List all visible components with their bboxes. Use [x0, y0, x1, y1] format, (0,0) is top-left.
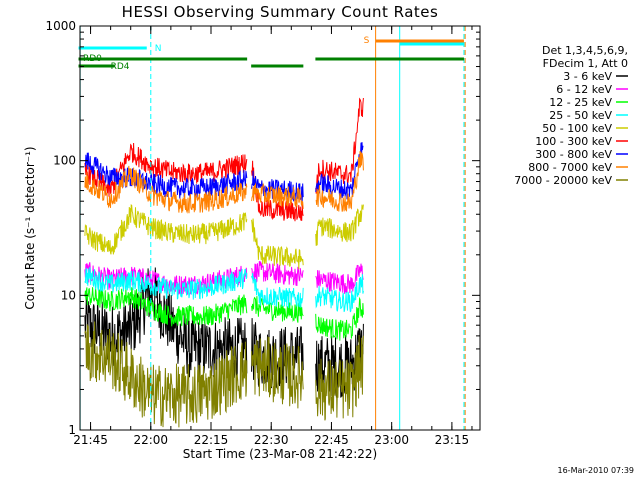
legend-label-2: 6 - 12 keV — [556, 83, 612, 96]
legend-label-4: 25 - 50 keV — [549, 109, 612, 122]
x-tick-label-3: 22:15 — [194, 433, 229, 447]
y-axis-label: Count Rate (s⁻¹ detector⁻¹) — [23, 146, 37, 309]
series-line-8-seg-2 — [251, 182, 304, 209]
timestamp: 16-Mar-2010 07:39 — [557, 466, 635, 475]
series-line-1-seg-3 — [315, 323, 364, 398]
series-line-9-seg-2 — [251, 336, 304, 409]
series-line-3-seg-3 — [315, 296, 364, 341]
series-line-5-seg-3 — [315, 204, 364, 246]
series-line-6-seg-3 — [315, 97, 364, 194]
legend-label-8: 800 - 7000 keV — [528, 161, 612, 174]
legend-header-2: FDecim 1, Att 0 — [543, 57, 628, 70]
legend-label-6: 100 - 300 keV — [535, 135, 612, 148]
series-line-3-seg-1 — [84, 287, 248, 327]
plot-frame — [79, 25, 481, 431]
y-tick-label-2: 10 — [61, 288, 76, 302]
series-line-4-seg-3 — [315, 274, 364, 313]
legend-header-1: Det 1,3,4,5,6,9, — [542, 44, 628, 57]
legend-label-5: 50 - 100 keV — [542, 122, 612, 135]
x-tick-label-5: 22:45 — [314, 433, 349, 447]
series-line-3-seg-2 — [251, 296, 304, 323]
series-line-4-seg-1 — [84, 267, 248, 300]
series-line-2-seg-2 — [251, 261, 304, 287]
series-line-2-seg-3 — [315, 263, 364, 294]
legend-label-3: 12 - 25 keV — [549, 96, 612, 109]
x-tick-label-4: 22:30 — [254, 433, 289, 447]
series-line-5-seg-1 — [84, 204, 248, 255]
flag-label-s: S — [364, 36, 370, 46]
legend-label-1: 3 - 6 keV — [563, 70, 612, 83]
y-tick-label-3: 100 — [53, 154, 76, 168]
x-tick-label-2: 22:00 — [133, 433, 168, 447]
x-axis-label: Start Time (23-Mar-08 21:42:22) — [183, 447, 377, 461]
y-tick-label-1: 1 — [68, 423, 76, 437]
series-line-6-seg-2 — [251, 160, 304, 222]
x-tick-label-7: 23:15 — [435, 433, 470, 447]
series-line-9-seg-3 — [315, 334, 364, 421]
series-line-5-seg-2 — [251, 218, 304, 270]
legend-label-7: 300 - 800 keV — [535, 148, 612, 161]
flag-label-n: N — [155, 44, 162, 54]
chart-title: HESSI Observing Summary Count Rates — [121, 3, 439, 21]
series-line-6-seg-1 — [84, 142, 248, 197]
x-tick-label-1: 21:45 — [73, 433, 108, 447]
y-tick-label-4: 1000 — [45, 19, 76, 33]
series-line-8-seg-1 — [84, 165, 248, 214]
legend-label-9: 7000 - 20000 keV — [514, 174, 612, 187]
series-line-4-seg-2 — [251, 273, 304, 309]
series-line-9-seg-1 — [84, 321, 248, 428]
series-line-8-seg-3 — [315, 151, 364, 212]
x-tick-label-6: 23:00 — [374, 433, 409, 447]
flag-label-rd4: RD4 — [111, 62, 130, 72]
